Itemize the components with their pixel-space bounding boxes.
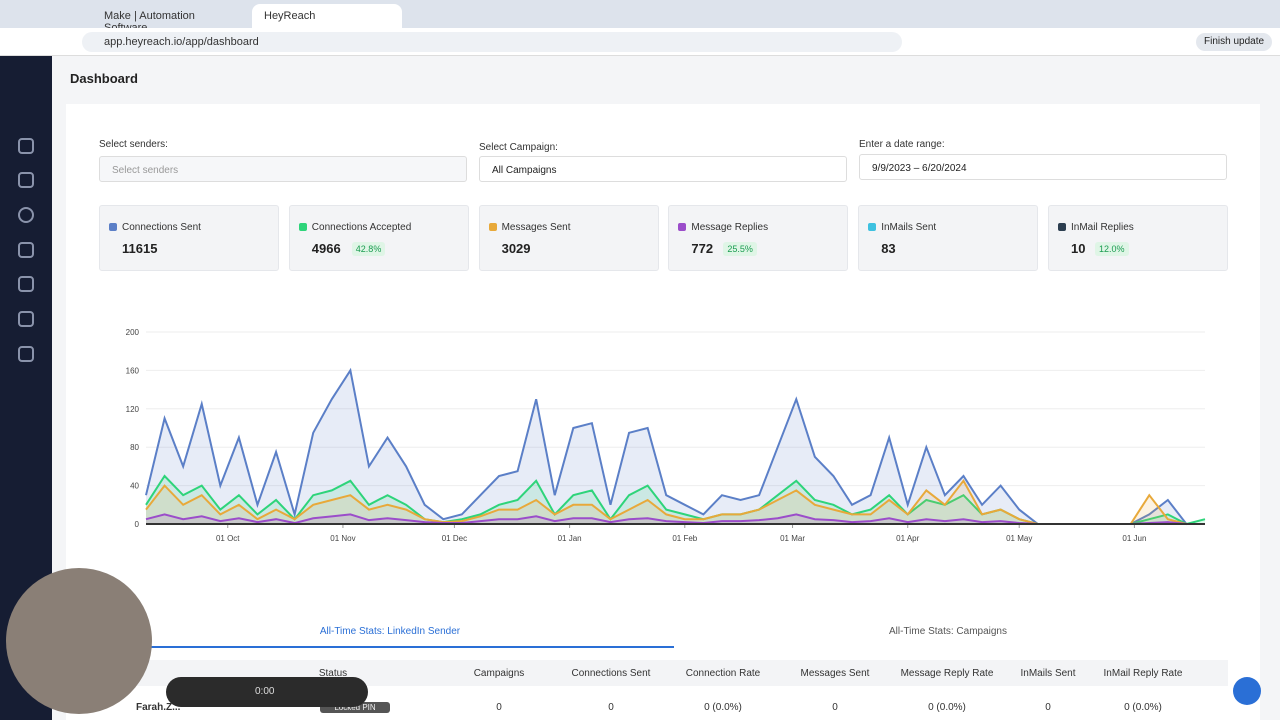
nav-icon[interactable]: [18, 311, 34, 327]
nav-icon[interactable]: [18, 138, 34, 154]
stat-value: 4966: [311, 241, 341, 256]
column-header: Message Reply Rate: [900, 668, 994, 679]
cell: 0: [496, 702, 502, 713]
cell: 0 (0.0%): [1124, 702, 1162, 713]
tab-underline: [106, 646, 674, 648]
recorder-bar: [166, 677, 368, 707]
column-header: Connections Sent: [571, 668, 651, 679]
column-header: Connection Rate: [685, 668, 761, 679]
x-tick-label: 01 Feb: [672, 534, 697, 543]
stat-card: Message Replies 772 25.5%: [668, 205, 849, 271]
url[interactable]: app.heyreach.io/app/dashboard: [82, 32, 902, 52]
stat-card: InMails Sent 83: [858, 205, 1039, 271]
stat-label: Connections Sent: [122, 222, 201, 233]
stat-card: InMail Replies 10 12.0%: [1048, 205, 1228, 271]
swatch: [868, 223, 877, 231]
y-tick-label: 120: [126, 405, 140, 414]
stat-label: Connections Accepted: [311, 222, 412, 233]
nav-icon[interactable]: [18, 172, 34, 188]
stat-card: Connections Accepted 4966 42.8%: [288, 205, 469, 271]
stat-rate: 12.0%: [1095, 242, 1129, 256]
update-button[interactable]: Finish update: [1196, 33, 1273, 51]
filter-label: Select Campaign:: [479, 142, 558, 153]
series-area: [146, 480, 1205, 524]
stat-card: Connections Sent 11615: [99, 205, 279, 271]
stats-tab[interactable]: All-Time Stats: Campaigns: [889, 626, 1007, 637]
swatch: [488, 223, 497, 231]
column-header: InMail Reply Rate: [1103, 668, 1183, 679]
y-tick-label: 0: [135, 520, 140, 529]
stat-rate: 42.8%: [351, 242, 386, 256]
filter-label: Enter a date range:: [859, 139, 945, 150]
y-tick-label: 40: [130, 482, 139, 491]
y-tick-label: 80: [130, 443, 139, 452]
chat-button[interactable]: [1233, 677, 1261, 705]
nav-icon[interactable]: [18, 207, 34, 223]
x-tick-label: 01 Nov: [330, 534, 355, 543]
status-badge: Locked PIN: [320, 702, 390, 713]
swatch: [298, 223, 307, 231]
recorder-time: 0:00: [255, 686, 275, 697]
cell: 0 (0.0%): [704, 702, 742, 713]
x-tick-label: 01 Dec: [442, 534, 467, 543]
sender-name: Farah.Z...: [136, 702, 181, 713]
select[interactable]: All Campaigns: [479, 156, 847, 182]
y-tick-label: 200: [126, 328, 140, 337]
column-header: Campaigns: [473, 668, 525, 679]
nav-icon[interactable]: [18, 346, 34, 362]
stat-label: Message Replies: [691, 222, 769, 233]
y-tick-label: 160: [126, 366, 140, 375]
x-tick-label: 01 Apr: [896, 534, 919, 543]
cell: 0: [608, 702, 614, 713]
cell: 0: [1045, 702, 1051, 713]
stat-value: 10: [1071, 241, 1086, 256]
stat-value: 83: [881, 241, 896, 256]
stat-label: Messages Sent: [501, 222, 571, 233]
cell: 0 (0.0%): [928, 702, 966, 713]
x-tick-label: 01 Jan: [558, 534, 582, 543]
stat-value: 11615: [122, 241, 158, 256]
series-line: [145, 367, 1205, 525]
column-header: Status: [318, 668, 348, 679]
stat-label: InMail Replies: [1071, 222, 1134, 233]
swatch: [109, 223, 117, 231]
stat-rate: 25.5%: [723, 242, 757, 256]
tab[interactable]: HeyReach: [252, 4, 402, 28]
filter-label: Select senders:: [99, 139, 168, 150]
series-line: [145, 478, 1205, 525]
tab-bar: [0, 0, 1280, 28]
cell: 0: [832, 702, 838, 713]
date-input[interactable]: 9/9/2023 – 6/20/2024: [859, 154, 1227, 180]
stat-card: Messages Sent 3029: [478, 205, 659, 271]
page-title: Dashboard: [70, 71, 138, 86]
column-header: Messages Sent: [800, 668, 870, 679]
swatch: [1058, 223, 1066, 231]
x-tick-label: 01 Jun: [1122, 534, 1146, 543]
stat-value: 3029: [501, 241, 531, 256]
x-tick-label: 01 May: [1006, 534, 1032, 543]
webcam: [6, 568, 152, 714]
stat-label: InMails Sent: [881, 222, 937, 233]
swatch: [678, 223, 687, 231]
x-tick-label: 01 Oct: [216, 534, 240, 543]
column-header: InMails Sent: [1020, 668, 1076, 679]
select[interactable]: Select senders: [99, 156, 467, 182]
nav-icon[interactable]: [18, 276, 34, 292]
stats-tab[interactable]: All-Time Stats: LinkedIn Sender: [319, 626, 461, 637]
nav-icon[interactable]: [18, 242, 34, 258]
x-tick-label: 01 Mar: [780, 534, 805, 543]
stat-value: 772: [691, 241, 714, 256]
